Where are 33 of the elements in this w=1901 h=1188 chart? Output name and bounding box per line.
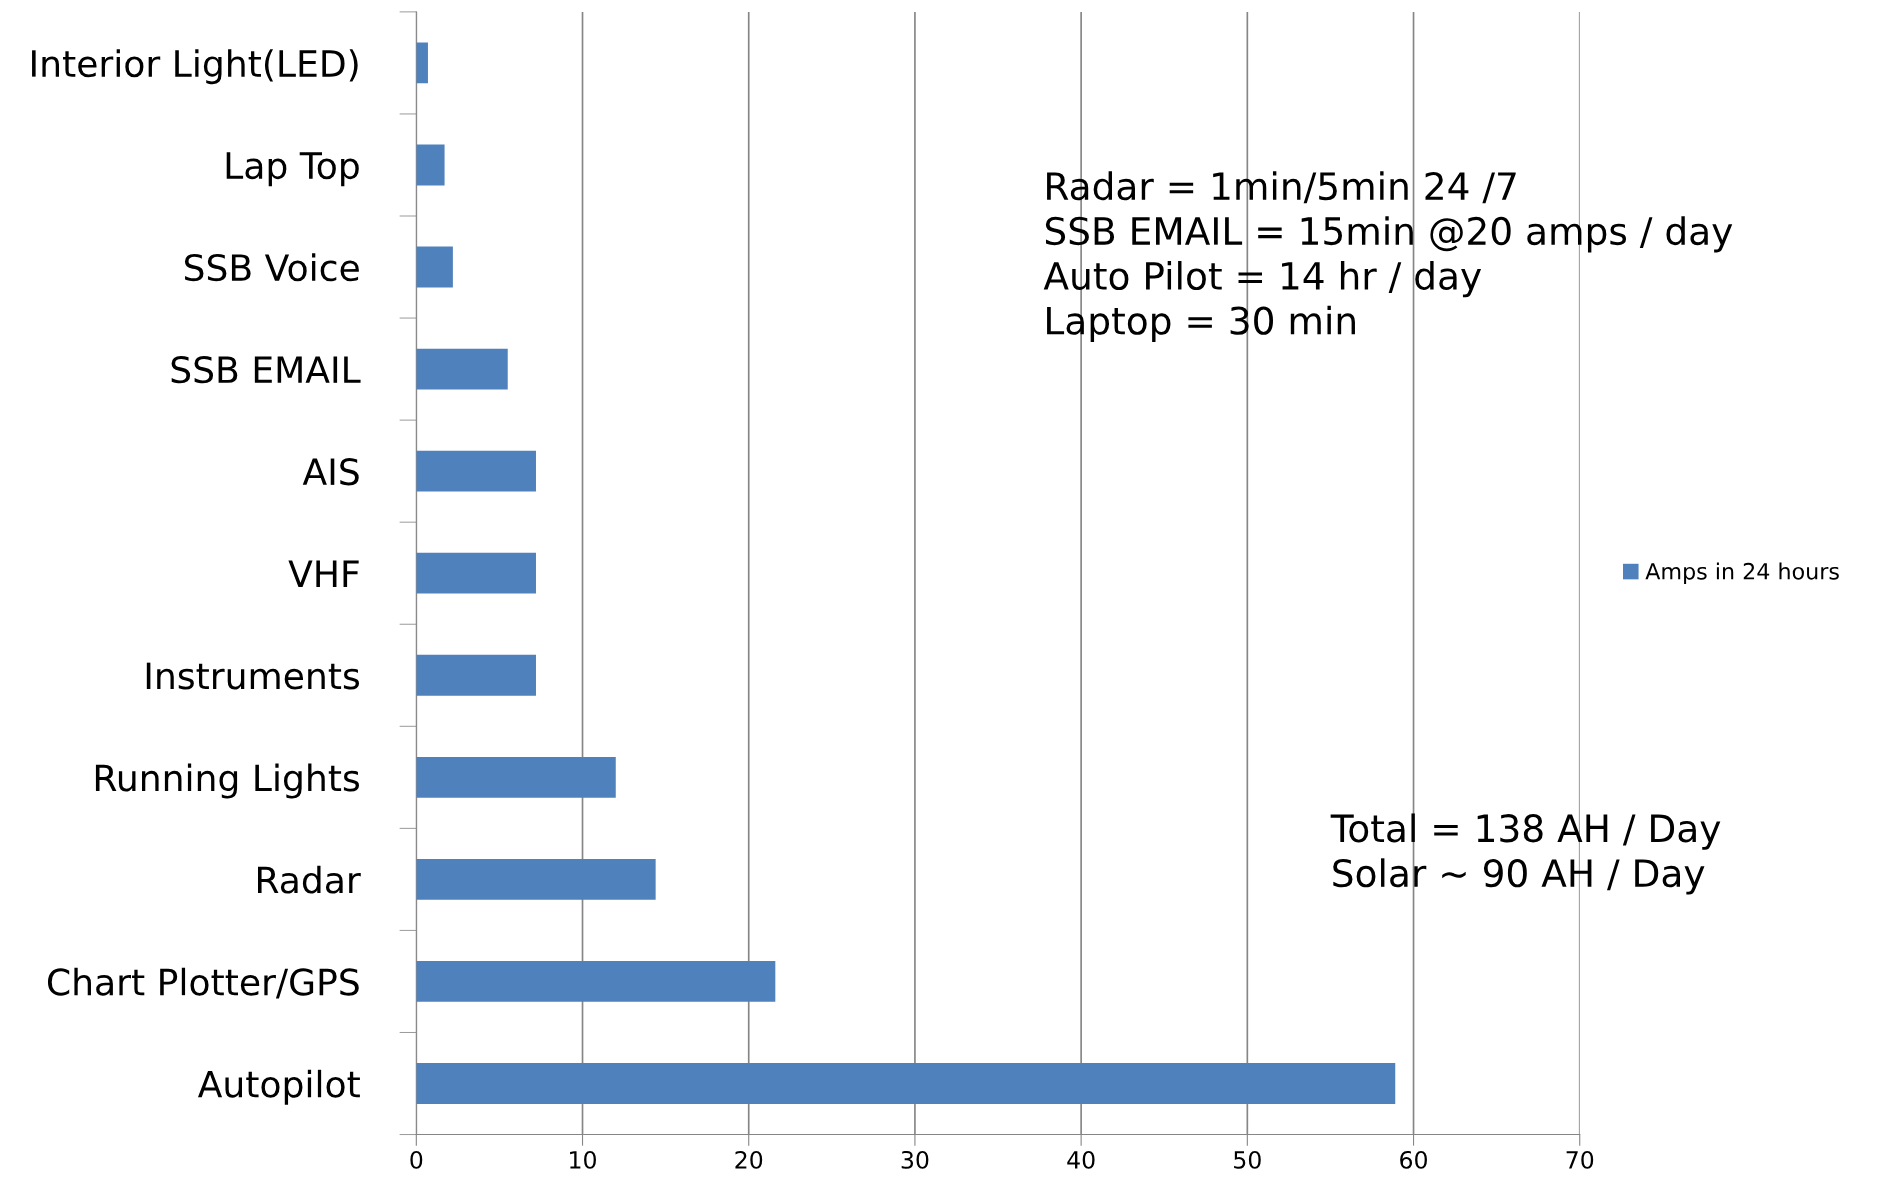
x-tick-label: 60 xyxy=(1400,1150,1427,1169)
y-tick-label: Autopilot xyxy=(197,1069,360,1105)
y-tick-label: Chart Plotter/GPS xyxy=(47,967,359,999)
y-tick-label: VHF xyxy=(288,560,359,587)
y-tick-label: Instruments xyxy=(146,662,360,690)
y-tick-label: SSB Voice xyxy=(184,253,359,282)
x-tick-label: 70 xyxy=(1566,1150,1594,1169)
bar xyxy=(416,858,656,900)
x-tick-label: 20 xyxy=(735,1150,763,1169)
x-tick-label: 10 xyxy=(570,1150,596,1169)
legend-label: Amps in 24 hours xyxy=(1645,562,1839,584)
annotation: Radar = 1min/5min 24 /7 SSB EMAIL = 15min @20 amps / day Auto Pilot = 14 hr / day Laptop = 30 min xyxy=(1043,171,1733,343)
y-tick-label: Running Lights xyxy=(95,763,360,799)
x-tick-label: 30 xyxy=(901,1150,929,1169)
bar xyxy=(416,961,776,1002)
bar xyxy=(416,1063,1396,1104)
bar xyxy=(416,654,536,696)
annotation: Total = 138 AH / Day Solar ~ 90 AH / Day xyxy=(1330,813,1721,895)
x-tick-label: 50 xyxy=(1234,1150,1261,1169)
x-tick-label: 40 xyxy=(1067,1150,1095,1169)
y-tick-label: SSB EMAIL xyxy=(171,356,361,384)
bar xyxy=(416,246,453,288)
y-tick-label: Radar xyxy=(258,865,361,894)
x-tick-label: 0 xyxy=(410,1150,423,1169)
y-tick-label: Interior Light(LED) xyxy=(32,49,358,85)
bar xyxy=(416,450,536,492)
y-tick-label: Lap Top xyxy=(226,152,359,187)
y-tick-label: AIS xyxy=(302,458,359,486)
bar xyxy=(416,756,616,798)
bar xyxy=(416,42,428,84)
bar xyxy=(416,348,508,390)
bar xyxy=(416,552,536,594)
bar xyxy=(416,144,445,186)
